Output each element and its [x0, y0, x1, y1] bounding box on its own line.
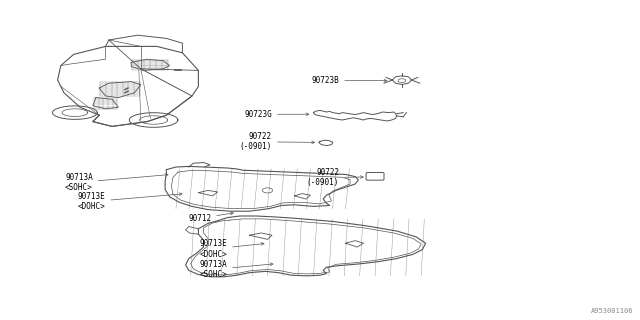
Text: 90713A
<SOHC>: 90713A <SOHC>	[65, 173, 168, 192]
Text: 90712: 90712	[188, 212, 234, 223]
Text: 90723G: 90723G	[244, 110, 308, 119]
Text: 90722
(-0901): 90722 (-0901)	[307, 168, 363, 187]
Text: 90723B: 90723B	[312, 76, 387, 85]
Text: 90713E
<DOHC>: 90713E <DOHC>	[200, 239, 264, 259]
Text: 90713A
<SOHC>: 90713A <SOHC>	[200, 260, 273, 279]
Text: 90722
(-0901): 90722 (-0901)	[239, 132, 314, 151]
Text: A953001106: A953001106	[591, 308, 634, 314]
Text: 90713E
<DOHC>: 90713E <DOHC>	[78, 192, 182, 211]
